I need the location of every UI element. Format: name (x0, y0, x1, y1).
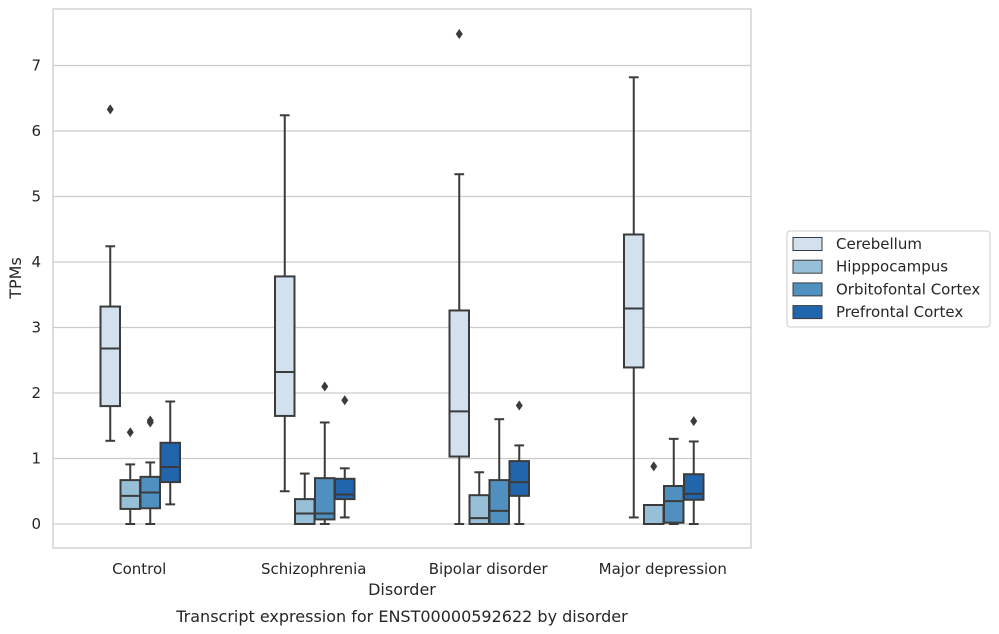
plot-area (99, 29, 705, 526)
box (99, 305, 121, 408)
grid-lines (53, 64, 751, 525)
box (159, 441, 181, 484)
outlier-point (455, 29, 463, 40)
outlier-point (106, 104, 114, 115)
y-tick-label: 2 (31, 384, 41, 402)
y-tick-label: 7 (31, 57, 41, 75)
y-tick-label: 0 (31, 515, 41, 533)
x-tick-label: Schizophrenia (261, 560, 366, 578)
box (683, 473, 705, 501)
outlier-point (126, 427, 134, 438)
outlier-point (341, 395, 349, 406)
box (274, 275, 296, 417)
legend-swatch (792, 237, 823, 251)
outlier-point (650, 461, 658, 472)
box (334, 477, 356, 501)
outlier-point (515, 400, 523, 411)
legend-label: Prefrontal Cortex (836, 303, 963, 321)
box (448, 309, 470, 458)
outlier-point (146, 415, 154, 426)
legend-frame (786, 230, 991, 328)
x-tick-label: Major depression (599, 560, 727, 578)
x-axis: Control Schizophrenia Bipolar disorder Majo… (112, 560, 727, 578)
y-axis-title: TPMs (6, 257, 25, 300)
box (663, 485, 685, 524)
x-tick-label: Control (112, 560, 166, 578)
legend-swatch (792, 259, 823, 274)
legend: Cerebellum Hipppocampus Orbitofontal Corte… (786, 230, 991, 328)
outlier-point (690, 416, 698, 427)
outlier-point (321, 381, 329, 392)
y-tick-label: 6 (31, 122, 41, 140)
box (623, 233, 645, 369)
legend-label: Cerebellum (836, 235, 922, 253)
box (468, 494, 490, 525)
y-tick-label: 4 (31, 253, 41, 271)
box (643, 504, 665, 526)
x-tick-label: Bipolar disorder (429, 560, 549, 578)
box (294, 498, 316, 525)
box (508, 460, 530, 497)
box (119, 479, 141, 510)
box (488, 479, 510, 525)
x-axis-title: Disorder (368, 580, 436, 599)
legend-swatch (792, 305, 823, 320)
legend-swatch (792, 282, 823, 297)
y-tick-label: 5 (31, 188, 41, 206)
y-tick-label: 1 (31, 450, 41, 468)
chart-caption: Transcript expression for ENST0000059262… (175, 607, 628, 626)
y-axis: 0 1 2 3 4 5 6 7 (31, 57, 41, 534)
legend-label: Orbitofontal Cortex (836, 280, 980, 298)
plot-frame (52, 8, 752, 549)
y-tick-label: 3 (31, 319, 41, 337)
legend-label: Hipppocampus (836, 258, 948, 276)
